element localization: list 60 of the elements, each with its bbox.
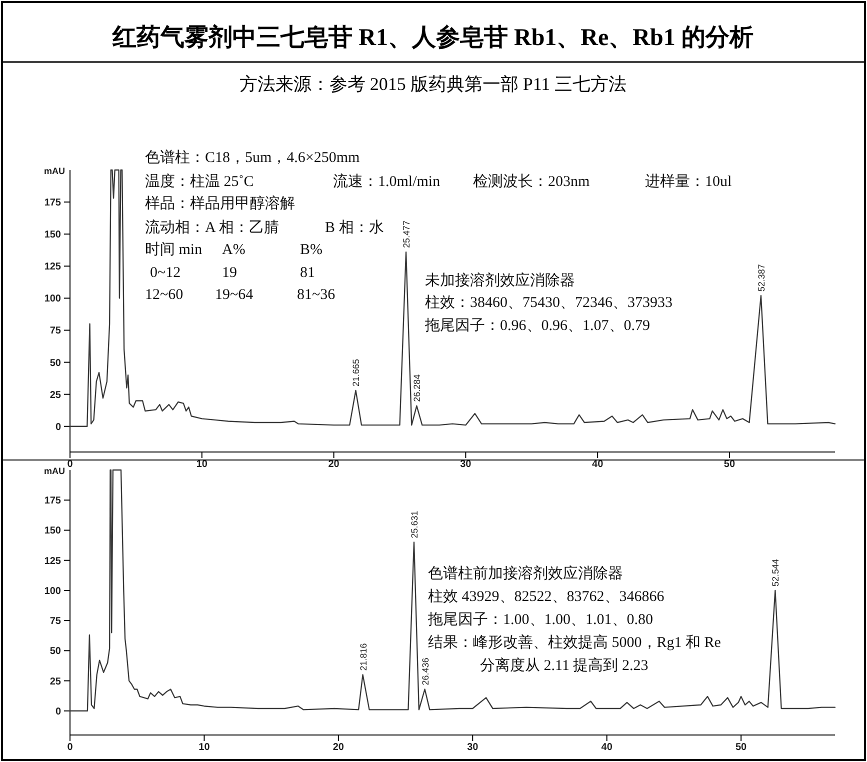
y-tick-label: 0 bbox=[55, 706, 62, 718]
annotation: 21.665 bbox=[351, 358, 362, 386]
y-tick-label: 125 bbox=[44, 556, 62, 567]
annotation: 19 bbox=[222, 265, 237, 281]
title: 红药气雾剂中三七皂苷 R1、人参皂苷 Rb1、Re、Rb1 的分析 bbox=[112, 25, 754, 51]
y-tick-label: 0 bbox=[55, 422, 62, 433]
annotation: 检测波长：203nm bbox=[473, 173, 590, 190]
y-tick-label: 150 bbox=[44, 526, 62, 537]
annotation: 分离度从 2.11 提高到 2.23 bbox=[480, 657, 648, 674]
x-tick-label: 50 bbox=[735, 742, 748, 753]
y-tick-label: 50 bbox=[50, 358, 62, 369]
x-tick-label: 0 bbox=[67, 742, 74, 753]
annotation: 52.544 bbox=[770, 558, 781, 586]
annotation: 拖尾因子：0.96、0.96、1.07、0.79 bbox=[424, 317, 650, 334]
subtitle: 方法来源：参考 2015 版药典第一部 P11 三七方法 bbox=[239, 74, 627, 94]
y-tick-label: 75 bbox=[50, 326, 62, 337]
y-tick-label: 125 bbox=[44, 262, 62, 273]
annotation: 21.816 bbox=[358, 643, 368, 671]
y-tick-label: 25 bbox=[50, 390, 62, 401]
annotation: 25.477 bbox=[402, 220, 412, 248]
annotation: 结果：峰形改善、柱效提高 5000，Rg1 和 Re bbox=[428, 634, 722, 651]
x-tick-label: 20 bbox=[332, 742, 344, 753]
annotation: 0~12 bbox=[150, 265, 181, 281]
y-tick-label: 100 bbox=[44, 586, 62, 597]
text: 色谱柱：C18，5um，4.6×250mm bbox=[145, 149, 360, 166]
annotation: B% bbox=[300, 242, 322, 258]
annotation: 26.284 bbox=[412, 374, 422, 402]
annotation: 时间 min bbox=[145, 241, 203, 258]
x-tick-label: 10 bbox=[198, 742, 210, 753]
annotation: 拖尾因子：1.00、1.00、1.01、0.80 bbox=[427, 611, 653, 628]
y-axis-title: mAU bbox=[44, 166, 65, 176]
annotation: 81~36 bbox=[297, 287, 336, 303]
annotation: 进样量：10ul bbox=[645, 173, 732, 190]
annotation: 52.387 bbox=[756, 264, 766, 292]
annotation: 温度：柱温 25˚C bbox=[145, 173, 254, 190]
annotation: 81 bbox=[300, 265, 315, 281]
annotation: 色谱柱前加接溶剂效应消除器 bbox=[428, 565, 623, 582]
y-tick-label: 175 bbox=[44, 198, 62, 209]
annotation: 19~64 bbox=[215, 287, 254, 303]
annotation: 流动相：A 相：乙腈 bbox=[145, 219, 279, 236]
x-tick-label: 30 bbox=[467, 742, 479, 753]
annotation: 25.631 bbox=[409, 510, 420, 538]
y-tick-label: 50 bbox=[50, 646, 62, 658]
y-tick-label: 25 bbox=[50, 676, 62, 688]
y-tick-label: 175 bbox=[44, 496, 62, 507]
y-tick-label: 150 bbox=[44, 230, 62, 241]
annotation: A% bbox=[222, 242, 246, 258]
annotation: B 相：水 bbox=[325, 219, 384, 236]
y-tick-label: 75 bbox=[50, 616, 62, 628]
annotation: 柱效：38460、75430、72346、373933 bbox=[425, 294, 672, 311]
annotation: 26.436 bbox=[420, 658, 430, 686]
annotation: 样品：样品用甲醇溶解 bbox=[145, 195, 295, 212]
y-tick-label: 100 bbox=[44, 294, 62, 305]
y-axis-title: mAU bbox=[44, 466, 65, 476]
x-tick-label: 40 bbox=[601, 742, 613, 753]
annotation: 12~60 bbox=[145, 287, 184, 303]
annotation: 柱效 43929、82522、83762、346866 bbox=[428, 588, 665, 605]
annotation: 流速：1.0ml/min bbox=[333, 173, 441, 190]
x-tick-label: 40 bbox=[592, 459, 604, 470]
annotation: 未加接溶剂效应消除器 bbox=[425, 272, 575, 289]
